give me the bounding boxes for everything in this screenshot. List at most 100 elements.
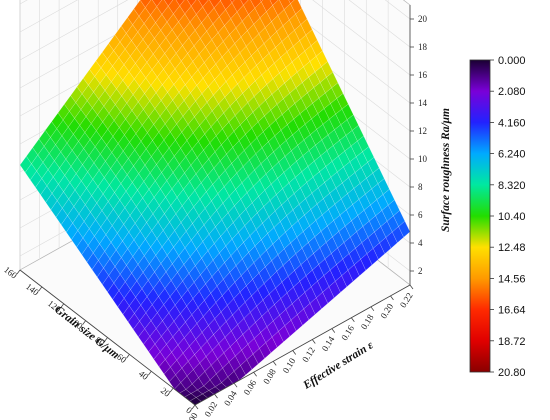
z-axis-title: Surface roughness Ra/μm (440, 108, 452, 232)
surface-cell (280, 292, 293, 310)
surface-cell (216, 367, 229, 384)
grid-line-z (19, 0, 411, 48)
surface-cell (153, 351, 166, 368)
surface-cell (60, 215, 73, 233)
surface-cell (151, 296, 164, 314)
z-tick-label: 12 (418, 126, 427, 136)
y-tick-mark (311, 339, 316, 344)
surface-cell (379, 237, 392, 255)
surface-cell (189, 173, 202, 191)
colorbar-label: 2.080 (498, 86, 526, 98)
y-tick-mark (194, 404, 199, 410)
surface-cell (125, 181, 138, 200)
surface-cell (159, 271, 172, 289)
surface-cell (111, 143, 124, 161)
surface-cell (230, 248, 243, 267)
surface-cell (225, 314, 238, 332)
colorbar: 0.000 2.080 4.160 6.240 8.320 10.40 12.48 14.56… (469, 55, 526, 379)
surface-cell (120, 102, 133, 120)
colorbar-label: 4.160 (498, 117, 526, 129)
colorbar-label: 8.320 (498, 180, 526, 192)
z-tick-label: 16 (418, 70, 428, 80)
surface-cell (67, 206, 80, 224)
surface-cell (217, 352, 230, 369)
surface-cell (173, 313, 186, 330)
y-tick-label: 0.22 (398, 291, 415, 310)
y-tick-mark (233, 382, 238, 388)
surface-cell (62, 198, 75, 217)
y-tick-label: 0.10 (281, 356, 298, 375)
x-tick-mark (104, 337, 108, 342)
grid-line-z (19, 0, 411, 76)
surface-cell (136, 38, 149, 56)
surface-cell (107, 282, 120, 300)
y-axis-line (194, 284, 411, 406)
x-tick-mark (126, 354, 130, 359)
surface-cell (133, 70, 147, 87)
surface-cell (104, 81, 117, 98)
z-tick-label: 10 (418, 154, 428, 164)
surface-plot (19, 0, 411, 406)
surface-cell (347, 264, 360, 282)
z-tick-label: 2 (418, 266, 423, 276)
surface-cell (192, 125, 206, 142)
surface-cell (123, 55, 136, 73)
surface-cell (86, 91, 99, 109)
surface-cell (318, 258, 331, 277)
surface-cell (259, 249, 272, 268)
surface-cell (73, 196, 86, 215)
x-tick-mark (38, 286, 43, 292)
y-tick-mark (370, 306, 375, 312)
surface-cell (145, 304, 158, 322)
y-tick-mark (351, 317, 355, 322)
z-tick-label: 8 (418, 182, 423, 192)
surface-cell (239, 118, 253, 135)
surface-cell (176, 352, 189, 369)
y-tick-label: 0.06 (242, 378, 259, 397)
surface-cell (122, 305, 135, 323)
surface-cell (117, 297, 130, 315)
y-axis-title: Effective strain ε (301, 339, 376, 392)
surface-cell (385, 231, 398, 249)
surface-cell (196, 149, 209, 167)
colorbar-label: 10.40 (498, 211, 526, 223)
x-tick-label: 0 (184, 405, 194, 416)
surface-cell (248, 321, 261, 339)
y-tick-mark (409, 284, 414, 290)
surface-cell (353, 258, 367, 277)
surface-cell (82, 228, 95, 246)
y-tick-label: 0.12 (300, 345, 317, 364)
surface-cell (271, 330, 284, 348)
colorbar-bar (469, 59, 491, 373)
z-tick-label: 14 (418, 98, 428, 108)
surface-cell (111, 72, 124, 90)
surface-cell (212, 343, 225, 360)
surface-cell (238, 301, 251, 319)
surface-cell (391, 226, 404, 244)
surface-cell (166, 172, 179, 190)
surface-cell (183, 330, 197, 347)
surface-cell (219, 0, 222, 2)
surface-cell (246, 353, 259, 370)
surface-cell (317, 275, 330, 293)
surface-cell (284, 319, 297, 337)
surface-cell (309, 297, 322, 315)
surface-cell (230, 0, 235, 4)
surface-cell (142, 263, 155, 281)
surface-cell (156, 68, 169, 86)
z-axis: 2 4 6 8 10 12 14 16 18 20 (409, 5, 428, 285)
surface-cell (360, 253, 373, 271)
surface-cell (148, 343, 161, 360)
y-tick-label: 0.16 (339, 323, 356, 342)
surface-cell (372, 242, 386, 260)
surface-cell (163, 296, 176, 314)
x-tick-mark (191, 404, 196, 410)
surface-cell (213, 235, 227, 254)
surface-cell (278, 325, 291, 343)
y-tick-label: 0.04 (222, 389, 239, 408)
surface-cell (322, 286, 335, 304)
surface-cell (178, 247, 191, 265)
surface-cell (271, 254, 284, 272)
surface-cell (141, 116, 154, 134)
y-tick-mark (331, 328, 336, 333)
